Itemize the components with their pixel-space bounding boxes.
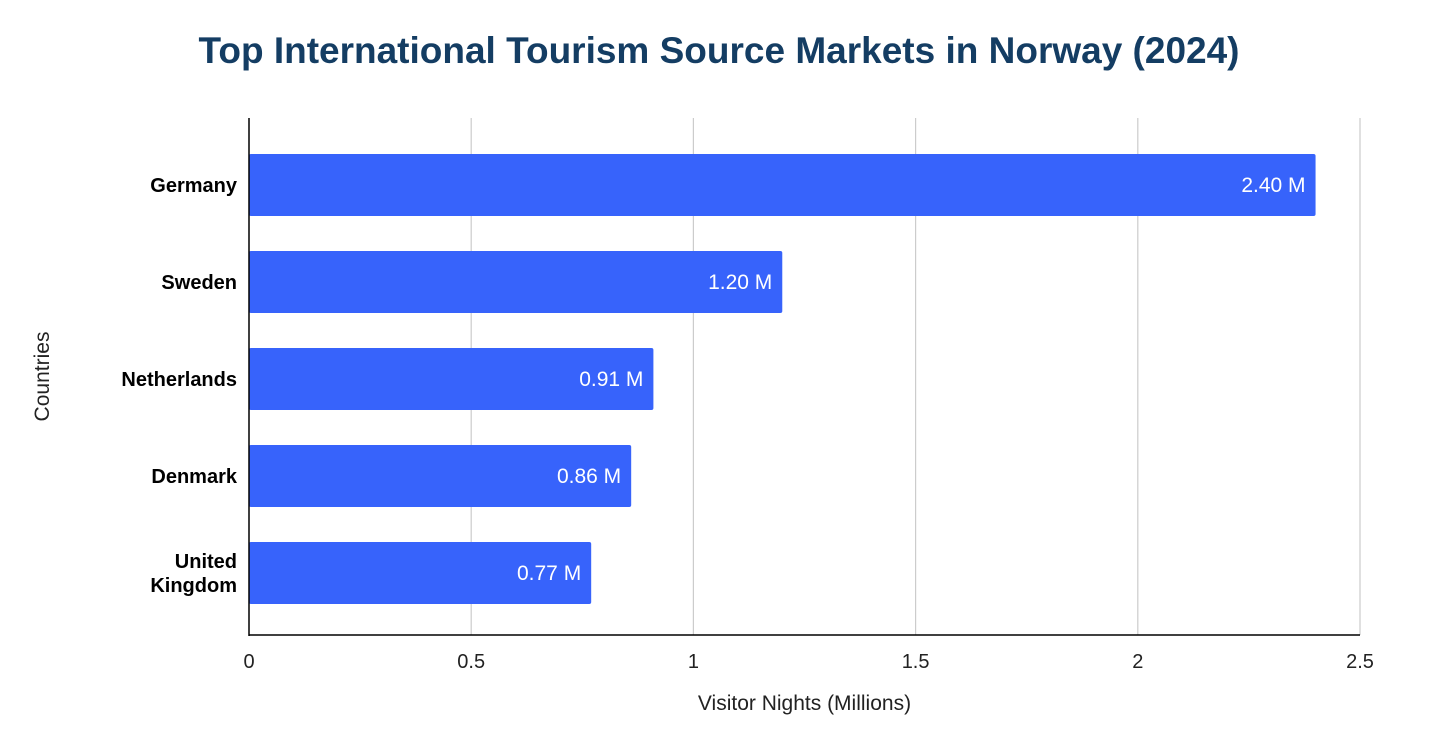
x-axis-title: Visitor Nights (Millions) [698,692,911,715]
category-label: Netherlands [121,369,237,391]
x-tick-label: 2.5 [1346,651,1374,673]
category-label: Sweden [161,272,237,294]
data-labels: 2.40 M 1.20 M 0.91 M 0.86 M 0.77 M [517,174,1306,585]
category-label: Denmark [151,466,237,488]
y-axis-title: Countries [31,332,54,422]
x-tick-labels: 0 0.5 1 1.5 2 2.5 [243,651,1373,673]
x-tick-label: 2 [1132,651,1143,673]
bar [249,542,592,604]
x-tick-label: 1.5 [902,651,930,673]
bar [249,154,1316,216]
category-label: Germany [150,175,238,197]
x-tick-label: 0 [243,651,254,673]
data-label: 1.20 M [708,271,772,294]
bar [249,445,632,507]
x-tick-label: 0.5 [457,651,485,673]
bar [249,348,654,410]
category-label: United Kingdom [150,551,237,597]
category-labels: Germany Sweden Netherlands Denmark United Kin… [121,175,237,597]
x-tick-label: 1 [688,651,699,673]
data-label: 0.77 M [517,562,581,585]
chart-title: Top International Tourism Source Markets… [198,30,1240,71]
data-label: 0.86 M [557,465,621,488]
bar [249,251,783,313]
data-label: 0.91 M [579,368,643,391]
bars [249,154,1316,604]
data-label: 2.40 M [1241,174,1305,197]
